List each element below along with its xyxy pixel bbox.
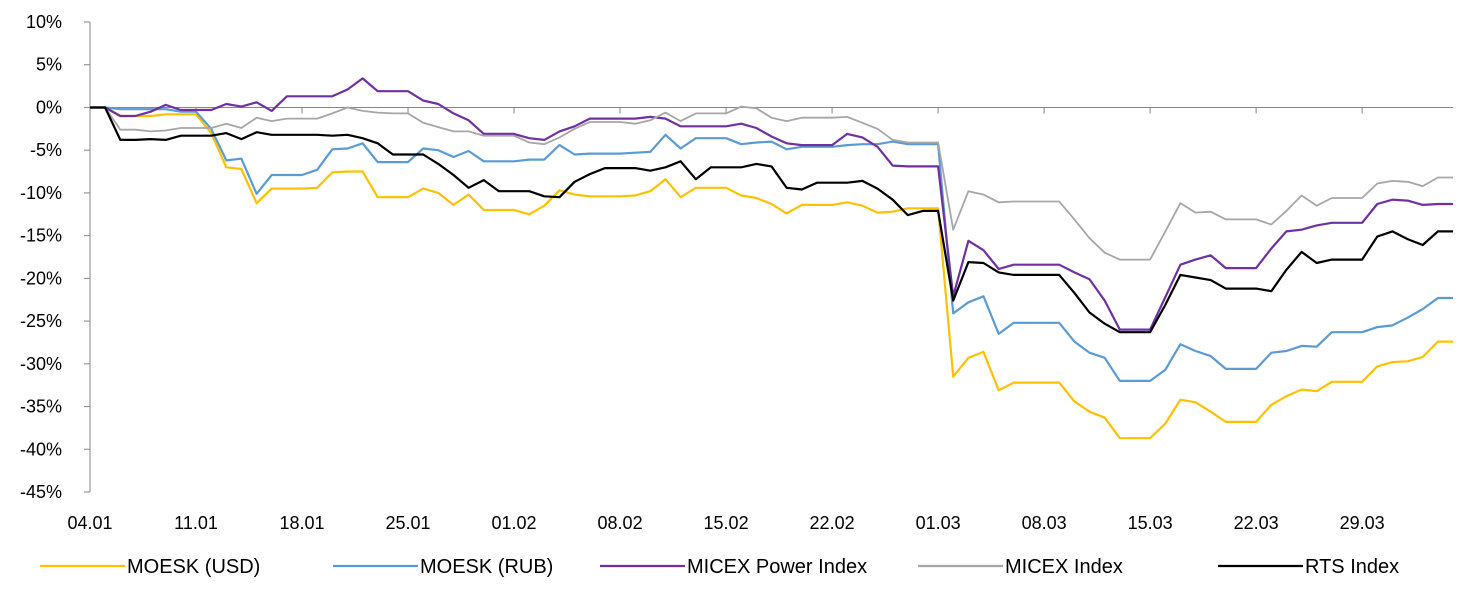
y-tick-label: -20% (20, 268, 62, 288)
series-line-rts-index (90, 106, 1453, 334)
series-line-micex-index (90, 105, 1453, 261)
y-tick-label: -10% (20, 183, 62, 203)
y-tick-label: -40% (20, 439, 62, 459)
series-line-moesk-usd (90, 106, 1453, 440)
x-tick-label: 08.03 (1022, 513, 1067, 533)
x-tick-label: 01.03 (916, 513, 961, 533)
series-line-moesk-rub (90, 106, 1453, 382)
y-tick-label: -35% (20, 397, 62, 417)
x-tick-label: 15.03 (1128, 513, 1173, 533)
x-tick-label: 18.01 (279, 513, 324, 533)
legend-label: MICEX Power Index (687, 556, 867, 578)
x-tick-label: 22.03 (1234, 513, 1279, 533)
y-tick-label: 10% (26, 12, 62, 32)
x-tick-label: 25.01 (386, 513, 431, 533)
legend-label: MOESK (USD) (127, 556, 260, 578)
legend: MOESK (USD) MOESK (RUB) MICEX Power Index M… (40, 556, 1399, 578)
x-tick-label: 15.02 (704, 513, 749, 533)
x-tick-label: 11.01 (174, 513, 218, 533)
y-tick-label: -5% (30, 140, 62, 160)
y-tick-label: -30% (20, 354, 62, 374)
x-tick-label: 04.01 (67, 513, 112, 533)
x-tick-label: 22.02 (810, 513, 855, 533)
series-lines (90, 77, 1453, 440)
legend-label: MICEX Index (1005, 556, 1123, 578)
x-tick-label: 01.02 (492, 513, 537, 533)
x-axis: 04.01 11.01 18.01 25.01 01.02 08.02 15.02 22.02… (67, 106, 1453, 533)
x-tick-label: 29.03 (1340, 513, 1385, 533)
y-tick-label: 5% (36, 55, 62, 75)
y-tick-label: 0% (36, 97, 62, 117)
y-tick-label: -25% (20, 311, 62, 331)
y-axis: 10% 5% 0% -5% -10% -15% -20% -25% -30% -35% -40% -4… (20, 12, 91, 502)
x-tick-label: 08.02 (598, 513, 643, 533)
y-tick-label: -15% (20, 226, 62, 246)
series-line-micex-power-index (90, 77, 1453, 331)
legend-label: MOESK (RUB) (420, 556, 553, 578)
y-tick-label: -45% (20, 482, 62, 502)
legend-label: RTS Index (1305, 556, 1399, 578)
